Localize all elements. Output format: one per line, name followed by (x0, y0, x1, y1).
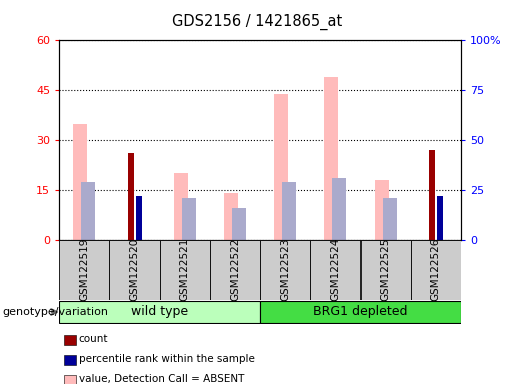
Text: value, Detection Call = ABSENT: value, Detection Call = ABSENT (79, 374, 244, 384)
Text: GDS2156 / 1421865_at: GDS2156 / 1421865_at (173, 13, 342, 30)
Bar (210, 240, 260, 300)
Text: GSM122521: GSM122521 (180, 238, 190, 301)
Bar (260, 240, 310, 300)
Text: GSM122526: GSM122526 (431, 238, 441, 301)
Text: GSM122519: GSM122519 (79, 238, 89, 301)
Bar (174, 174, 188, 240)
Bar (324, 77, 338, 240)
Bar (135, 196, 142, 240)
Text: GSM122520: GSM122520 (130, 238, 140, 301)
Bar (410, 240, 461, 300)
Bar (160, 240, 210, 300)
Text: GSM122525: GSM122525 (381, 238, 390, 301)
Bar (73, 124, 88, 240)
Bar (260, 301, 461, 323)
Text: genotype/variation: genotype/variation (3, 307, 109, 317)
Bar (310, 240, 360, 300)
Bar (360, 240, 410, 300)
Text: GSM122524: GSM122524 (331, 238, 340, 301)
Bar (128, 154, 133, 240)
Bar (429, 150, 435, 240)
Text: count: count (79, 334, 108, 344)
Bar (81, 182, 95, 240)
Bar (59, 240, 109, 300)
Bar (224, 194, 238, 240)
Bar (374, 180, 389, 240)
Bar (437, 196, 443, 240)
Text: GSM122523: GSM122523 (280, 238, 290, 301)
Text: wild type: wild type (131, 305, 188, 318)
Bar (274, 94, 288, 240)
Bar (232, 208, 246, 240)
Bar (59, 301, 260, 323)
Text: GSM122522: GSM122522 (230, 238, 240, 301)
Bar (282, 182, 296, 240)
Bar (109, 240, 160, 300)
Text: percentile rank within the sample: percentile rank within the sample (79, 354, 255, 364)
Text: BRG1 depleted: BRG1 depleted (313, 305, 408, 318)
Bar (383, 198, 397, 240)
Bar (182, 198, 196, 240)
Bar (332, 178, 347, 240)
